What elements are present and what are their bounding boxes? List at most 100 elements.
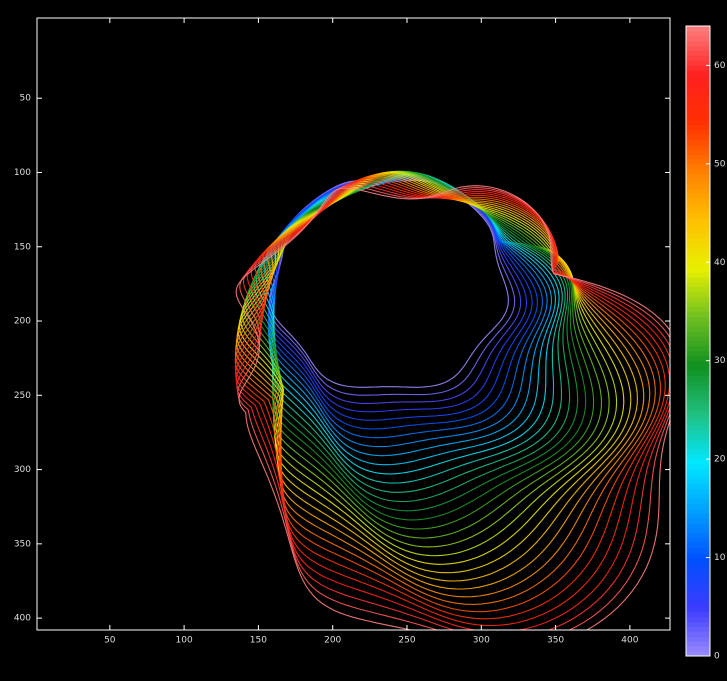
- colorbar-cell: [686, 65, 710, 70]
- colorbar-cell: [686, 169, 710, 174]
- y-tick-label: 250: [14, 391, 31, 401]
- colorbar-cell: [686, 582, 710, 587]
- colorbar-tick-label: 10: [714, 553, 726, 563]
- colorbar-cell: [686, 311, 710, 316]
- colorbar-cell: [686, 622, 710, 627]
- colorbar-cell: [686, 375, 710, 380]
- x-tick-label: 150: [250, 636, 267, 646]
- colorbar-cell: [686, 56, 710, 61]
- axes-box: [37, 18, 670, 630]
- colorbar-cell: [686, 499, 710, 504]
- colorbar-cell: [686, 228, 710, 233]
- colorbar-cell: [686, 223, 710, 228]
- colorbar-cell: [686, 297, 710, 302]
- x-tick-label: 200: [324, 636, 341, 646]
- colorbar-cell: [686, 321, 710, 326]
- colorbar-cell: [686, 439, 710, 444]
- colorbar-cell: [686, 120, 710, 125]
- colorbar-cell: [686, 474, 710, 479]
- x-tick-label: 250: [398, 636, 415, 646]
- colorbar-cell: [686, 51, 710, 56]
- colorbar-cell: [686, 316, 710, 321]
- colorbar-cell: [686, 292, 710, 297]
- y-tick-label: 350: [14, 539, 31, 549]
- colorbar-cell: [686, 612, 710, 617]
- colorbar-cell: [686, 405, 710, 410]
- colorbar-cell: [686, 558, 710, 563]
- colorbar-cell: [686, 641, 710, 646]
- colorbar-cell: [686, 533, 710, 538]
- colorbar-cell: [686, 390, 710, 395]
- colorbar-cell: [686, 46, 710, 51]
- colorbar-cell: [686, 341, 710, 346]
- y-tick-label: 400: [14, 614, 31, 624]
- y-tick-label: 50: [20, 94, 32, 104]
- colorbar-cell: [686, 326, 710, 331]
- colorbar-cell: [686, 272, 710, 277]
- colorbar-cell: [686, 572, 710, 577]
- colorbar-cell: [686, 518, 710, 523]
- colorbar-cell: [686, 592, 710, 597]
- colorbar-cell: [686, 636, 710, 641]
- x-tick-label: 300: [473, 636, 490, 646]
- colorbar-cell: [686, 282, 710, 287]
- colorbar-cell: [686, 164, 710, 169]
- colorbar-cell: [686, 218, 710, 223]
- colorbar-cell: [686, 548, 710, 553]
- contour-line: [238, 186, 680, 644]
- y-tick-label: 100: [14, 168, 31, 178]
- colorbar-cell: [686, 80, 710, 85]
- colorbar-tick-label: 60: [714, 61, 726, 71]
- colorbar-cell: [686, 110, 710, 115]
- chart: 5010015020025030035040050100150200250300…: [0, 0, 727, 681]
- colorbar-cell: [686, 213, 710, 218]
- colorbar-cell: [686, 41, 710, 46]
- colorbar-cell: [686, 149, 710, 154]
- colorbar-cell: [686, 184, 710, 189]
- colorbar-cell: [686, 243, 710, 248]
- colorbar-cell: [686, 489, 710, 494]
- colorbar-cell: [686, 567, 710, 572]
- colorbar-cell: [686, 479, 710, 484]
- colorbar-cell: [686, 154, 710, 159]
- contour-line: [236, 174, 643, 589]
- colorbar-tick-label: 50: [714, 159, 726, 169]
- colorbar-cell: [686, 287, 710, 292]
- colorbar-cell: [686, 331, 710, 336]
- colorbar-cell: [686, 587, 710, 592]
- colorbar-cell: [686, 307, 710, 312]
- colorbar-cell: [686, 124, 710, 129]
- colorbar-cell: [686, 415, 710, 420]
- y-tick-label: 300: [14, 465, 31, 475]
- colorbar-tick-label: 40: [714, 258, 726, 268]
- contour-line: [236, 182, 673, 632]
- colorbar-cell: [686, 577, 710, 582]
- colorbar-cell: [686, 420, 710, 425]
- colorbar-cell: [686, 85, 710, 90]
- y-tick-label: 150: [14, 242, 31, 252]
- colorbar-cell: [686, 361, 710, 366]
- colorbar-cell: [686, 26, 710, 31]
- colorbar-cell: [686, 75, 710, 80]
- x-tick-label: 400: [621, 636, 638, 646]
- colorbar-cell: [686, 262, 710, 267]
- x-tick-label: 350: [547, 636, 564, 646]
- colorbar-cell: [686, 203, 710, 208]
- colorbar-cell: [686, 449, 710, 454]
- colorbar-cell: [686, 646, 710, 651]
- colorbar-cell: [686, 144, 710, 149]
- colorbar-cell: [686, 503, 710, 508]
- colorbar-cell: [686, 351, 710, 356]
- colorbar-cell: [686, 435, 710, 440]
- colorbar-cell: [686, 129, 710, 134]
- colorbar-cell: [686, 134, 710, 139]
- colorbar-cell: [686, 174, 710, 179]
- colorbar-cell: [686, 371, 710, 376]
- colorbar-cell: [686, 336, 710, 341]
- colorbar-cell: [686, 36, 710, 41]
- colorbar-cell: [686, 208, 710, 213]
- colorbar-cell: [686, 105, 710, 110]
- colorbar-cell: [686, 464, 710, 469]
- colorbar-cell: [686, 385, 710, 390]
- colorbar-cell: [686, 543, 710, 548]
